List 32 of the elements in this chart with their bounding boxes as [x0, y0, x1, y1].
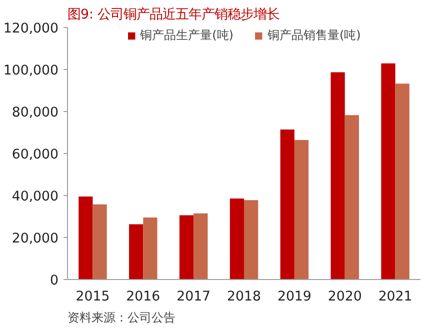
y-tick-label: 60,000: [12, 148, 59, 162]
x-tick-label: 2021: [378, 290, 412, 304]
bar: [143, 218, 158, 280]
bar: [294, 140, 309, 280]
y-tick-label: 100,000: [3, 64, 59, 78]
text: 资料来源：公司公告: [68, 310, 176, 324]
y-tick-label: 120,000: [3, 22, 59, 36]
bar: [280, 130, 294, 280]
y-tick-label: 0: [50, 274, 59, 288]
bar: [78, 196, 93, 280]
bar: [129, 224, 144, 280]
x-tick-label: 2015: [76, 290, 110, 304]
bar: [230, 198, 244, 280]
bar: [92, 204, 107, 280]
y-tick-label: 20,000: [12, 232, 59, 246]
y-tick-label: 40,000: [12, 190, 59, 204]
chart-title: 图9: 公司铜产品近五年产销稳步增长: [68, 8, 280, 22]
bar: [244, 200, 258, 280]
legend-label: 铜产品销售量(吨): [268, 27, 361, 44]
legend-label: 铜产品生产量(吨): [140, 27, 234, 44]
bar: [194, 213, 208, 280]
bar: [381, 63, 396, 280]
y-tick-label: 80,000: [12, 106, 59, 120]
bar: [344, 115, 359, 280]
x-tick-label: 2016: [126, 290, 160, 304]
x-tick-label: 2020: [328, 290, 362, 304]
x-tick-label: 2017: [176, 290, 211, 304]
bar: [395, 84, 410, 280]
bar: [179, 215, 194, 280]
x-tick-label: 2018: [227, 290, 261, 304]
bar: [330, 72, 345, 280]
x-tick-label: 2019: [277, 290, 312, 304]
